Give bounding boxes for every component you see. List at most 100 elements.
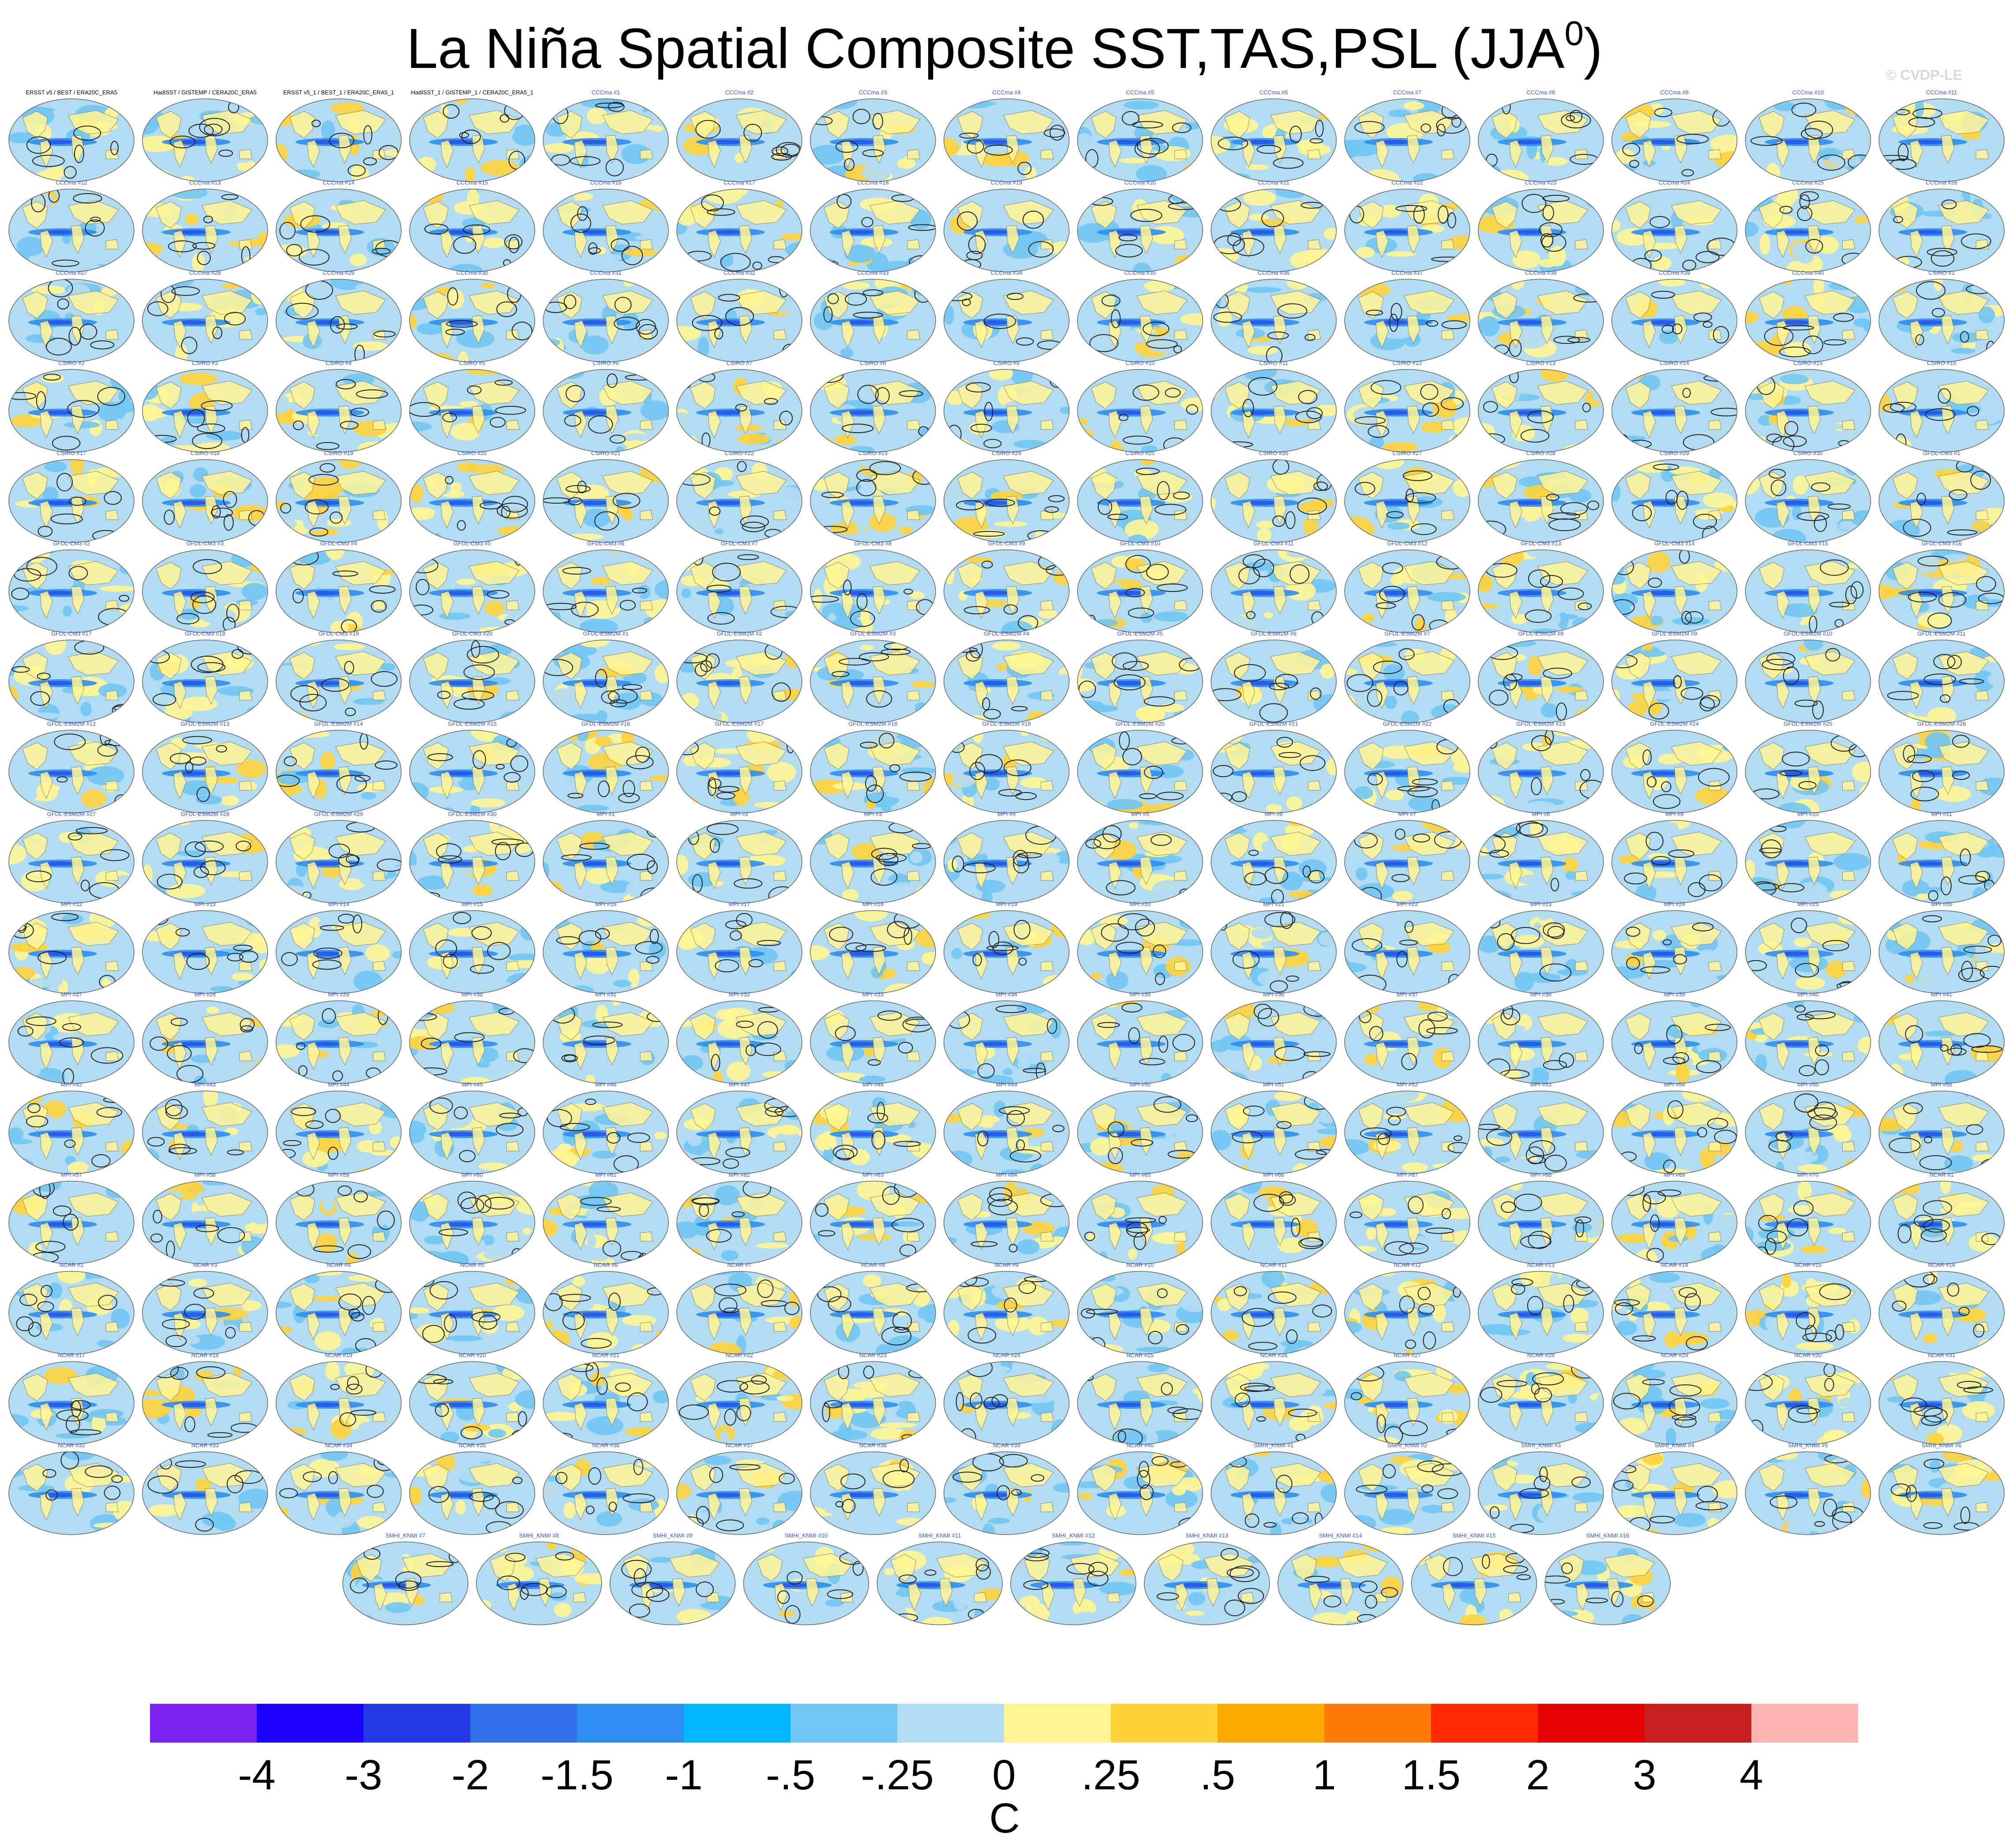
panel-label: MPI #61 (595, 1171, 616, 1178)
panel-label: MPI #57 (61, 1171, 82, 1178)
map-panel: MPI #46 (543, 1081, 669, 1175)
panel-label: CCCma #21 (1258, 180, 1289, 186)
map-panel: GFDL-ESM2M #14 (275, 721, 402, 814)
panel-label: CSIRO #6 (593, 360, 619, 367)
map-panel: NCAR #5 (409, 1262, 536, 1355)
panel-label: SMHI_KNMI #9 (652, 1532, 692, 1539)
panel-label: MPI #35 (1129, 991, 1151, 998)
map-panel: CSIRO #16 (1878, 360, 2005, 453)
panel-label: GFDL-ESM2M #5 (1117, 630, 1163, 637)
panel-label: MPI #30 (461, 991, 483, 998)
panel-label: CCCma #37 (1391, 269, 1423, 276)
map-panel: MPI #48 (810, 1081, 936, 1175)
map-panel: NCAR #28 (1478, 1352, 1604, 1445)
map-panel: GFDL-ESM2M #25 (1745, 721, 1871, 814)
panel-label: ERSST v5 / BEST / ERA20C_ERA5 (26, 89, 117, 96)
map-panel: SMHI_KNMI #6 (1878, 1442, 2005, 1535)
map-panel: CCCma #31 (543, 269, 669, 363)
map-panel: GFDL-ESM2M #26 (1878, 721, 2005, 814)
panel-label: GFDL-ESM2M #17 (715, 721, 764, 727)
map-panel: CCCma #7 (1344, 89, 1470, 182)
map-panel: CSIRO #14 (1611, 360, 1738, 453)
map-panel: SMHI_KNMI #1 (1211, 1442, 1337, 1535)
panel-label: CSIRO #26 (1259, 450, 1288, 456)
chart-title: La Niña Spatial Composite SST,TAS,PSL (J… (0, 13, 2009, 81)
map-panel: SMHI_KNMI #10 (743, 1532, 870, 1625)
panel-label: NCAR #7 (727, 1262, 752, 1268)
panel-label: CCCma #32 (723, 269, 755, 276)
map-panel: SMHI_KNMI #11 (877, 1532, 1003, 1625)
map-panel: CSIRO #30 (1745, 450, 1871, 543)
panel-label: CCCma #33 (857, 269, 889, 276)
map-panel: CSIRO #8 (810, 360, 936, 453)
panel-label: MPI #15 (461, 901, 483, 908)
map-panel: GFDL-ESM2M #24 (1611, 721, 1738, 814)
map-panel: GFDL-ESM2M #21 (1211, 721, 1337, 814)
map-panel: GFDL-ESM2M #19 (943, 721, 1070, 814)
panel-label: CSIRO #11 (1259, 360, 1288, 367)
panel-label: NCAR #28 (1527, 1352, 1555, 1358)
panel-label: NCAR #4 (326, 1262, 351, 1268)
panel-label: SMHI_KNMI #14 (1319, 1532, 1362, 1539)
panel-label: MPI #60 (461, 1171, 483, 1178)
map-panel: CCCma #13 (142, 180, 268, 273)
panel-label: CCCma #11 (1926, 89, 1957, 96)
map-panel: CCCma #38 (1478, 269, 1604, 363)
panel-label: CSIRO #2 (58, 360, 84, 367)
map-panel: GFDL-ESM2M #29 (275, 811, 402, 904)
panel-label: CSIRO #3 (192, 360, 218, 367)
panel-label: MPI #39 (1664, 991, 1685, 998)
map-panel: CSIRO #9 (943, 360, 1070, 453)
map-panel: GFDL-CM3 #3 (142, 540, 268, 633)
panel-label: GFDL-CM3 #10 (1120, 540, 1161, 547)
map-panel: MPI #39 (1611, 991, 1738, 1084)
panel-label: GFDL-ESM2M #2 (716, 630, 762, 637)
panel-label: NCAR #26 (1260, 1352, 1287, 1358)
map-panel: MPI #63 (810, 1171, 936, 1264)
panel-label: CCCma #39 (1659, 269, 1690, 276)
panel-label: MPI #59 (328, 1171, 349, 1178)
panel-label: GFDL-ESM2M #7 (1384, 630, 1430, 637)
colorbar-tick-label: -1 (665, 1751, 703, 1799)
map-panel: MPI #37 (1344, 991, 1470, 1084)
map-panel: CSIRO #1 (1878, 269, 2005, 363)
panel-label: NCAR #24 (993, 1352, 1020, 1358)
map-panel: CCCma #5 (1077, 89, 1203, 182)
panel-label: NCAR #10 (1126, 1262, 1154, 1268)
colorbar-labels: -4 -3 -2 -1.5 -1 -.5 -.25 0 .25 .5 1 1.5 2 3 4 (0, 1751, 2009, 1799)
panel-label: NCAR #16 (1928, 1262, 1955, 1268)
map-panel: MPI #35 (1077, 991, 1203, 1084)
panel-label: SMHI_KNMI #16 (1586, 1532, 1629, 1539)
map-panel: CCCma #4 (943, 89, 1070, 182)
panel-label: GFDL-CM3 #17 (51, 630, 92, 637)
panel-label: CSIRO #24 (992, 450, 1021, 456)
map-panel: MPI #56 (1878, 1081, 2005, 1175)
panel-label: CCCma #2 (725, 89, 753, 96)
panel-label: CCCma #6 (1259, 89, 1288, 96)
map-panel: CSIRO #13 (1478, 360, 1604, 453)
map-panel: NCAR #31 (1878, 1352, 2005, 1445)
map-panel: NCAR #29 (1611, 1352, 1738, 1445)
panel-label: GFDL-ESM2M #1 (583, 630, 629, 637)
map-panel: GFDL-CM3 #15 (1745, 540, 1871, 633)
map-panel: MPI #59 (275, 1171, 402, 1264)
map-panel: NCAR #25 (1077, 1352, 1203, 1445)
panel-label: MPI #52 (1397, 1081, 1418, 1088)
map-panel: NCAR #34 (275, 1442, 402, 1535)
panel-label: SMHI_KNMI #3 (1521, 1442, 1561, 1449)
map-panel: GFDL-CM3 #13 (1478, 540, 1604, 633)
map-panel: GFDL-ESM2M #13 (142, 721, 268, 814)
colorbar-box (1324, 1704, 1431, 1743)
panel-label: MPI #34 (996, 991, 1017, 998)
panel-label: NCAR #15 (1794, 1262, 1822, 1268)
map-panel: MPI #20 (1077, 901, 1203, 994)
panel-label: MPI #49 (996, 1081, 1017, 1088)
map-panel: MPI #60 (409, 1171, 536, 1264)
panel-label: MPI #67 (1397, 1171, 1418, 1178)
colorbar-box (1431, 1704, 1538, 1743)
panel-label: GFDL-CM3 #8 (855, 540, 892, 547)
map-panel: MPI #65 (1077, 1171, 1203, 1264)
panel-label: CSIRO #12 (1393, 360, 1422, 367)
watermark: © CVDP-LE (1886, 67, 1962, 83)
map-panel: CCCma #40 (1745, 269, 1871, 363)
